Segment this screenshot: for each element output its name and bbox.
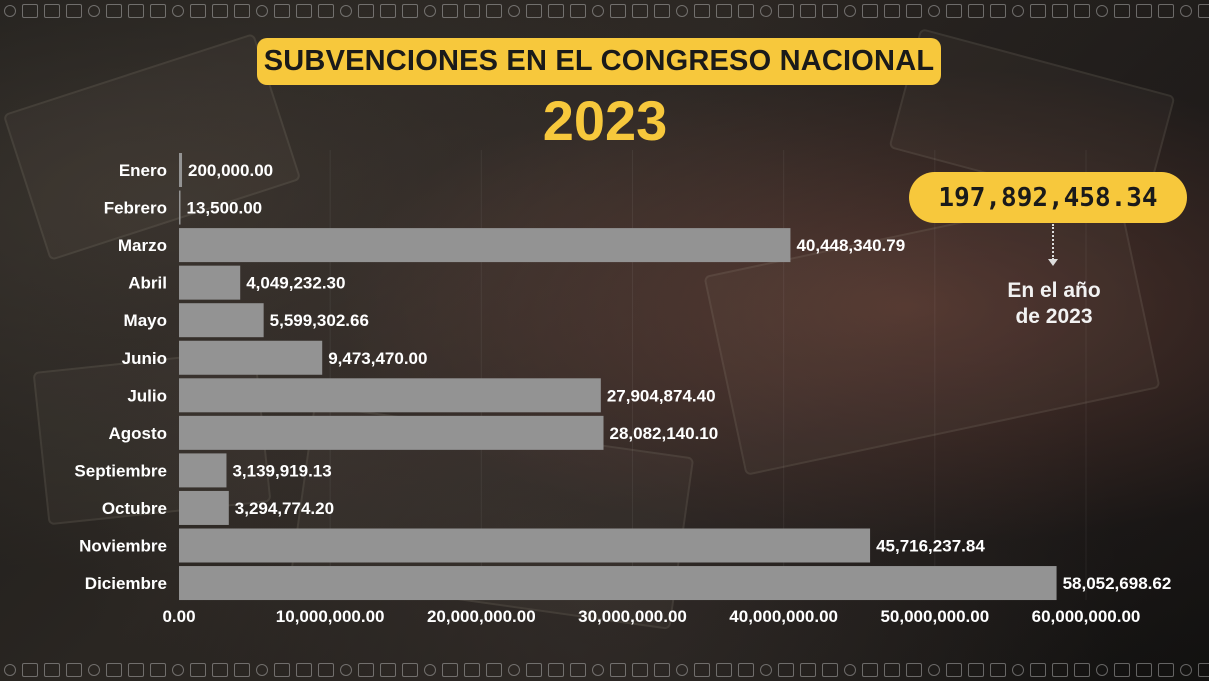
chart-subtitle-year: 2023 xyxy=(542,89,668,152)
tick-label: 30,000,000.00 xyxy=(578,607,687,626)
total-caption-line2: de 2023 xyxy=(1015,305,1093,328)
total-value: 197,892,458.34 xyxy=(938,182,1158,213)
category-label: Marzo xyxy=(118,236,167,255)
chart-title: SUBVENCIONES EN EL CONGRESO NACIONAL xyxy=(263,45,935,77)
value-label: 5,599,302.66 xyxy=(270,311,369,330)
bar-junio xyxy=(179,340,323,375)
top-pattern-border xyxy=(0,0,1209,22)
tick-label: 20,000,000.00 xyxy=(427,607,536,626)
bar-diciembre xyxy=(179,566,1057,601)
category-label: Octubre xyxy=(102,499,167,518)
category-label: Diciembre xyxy=(85,574,167,593)
value-label: 13,500.00 xyxy=(187,199,263,218)
bar-julio xyxy=(179,378,601,413)
bar-septiembre xyxy=(179,453,227,488)
value-label: 40,448,340.79 xyxy=(796,236,905,255)
category-label: Julio xyxy=(127,386,167,405)
category-label: Enero xyxy=(119,161,167,180)
value-label: 58,052,698.62 xyxy=(1063,574,1172,593)
bar-agosto xyxy=(179,415,604,450)
value-label: 4,049,232.30 xyxy=(246,274,345,293)
category-label: Mayo xyxy=(124,311,167,330)
bar-mayo xyxy=(179,303,264,338)
value-label: 45,716,237.84 xyxy=(876,537,985,556)
category-label: Agosto xyxy=(108,424,167,443)
category-label: Abril xyxy=(128,274,167,293)
value-label: 200,000.00 xyxy=(188,161,273,180)
tick-label: 0.00 xyxy=(162,607,195,626)
value-label: 27,904,874.40 xyxy=(607,386,716,405)
tick-label: 10,000,000.00 xyxy=(276,607,385,626)
bar-marzo xyxy=(179,228,791,263)
value-label: 9,473,470.00 xyxy=(328,349,427,368)
total-badge: 197,892,458.34 xyxy=(909,172,1187,223)
tick-label: 40,000,000.00 xyxy=(729,607,838,626)
bar-febrero xyxy=(179,190,181,225)
bottom-pattern-border xyxy=(0,659,1209,681)
category-label: Febrero xyxy=(104,199,167,218)
arrow-down-icon xyxy=(1048,259,1058,266)
dotted-arrow-line xyxy=(1052,224,1056,260)
value-label: 3,294,774.20 xyxy=(235,499,334,518)
tick-label: 50,000,000.00 xyxy=(880,607,989,626)
value-label: 28,082,140.10 xyxy=(610,424,719,443)
bar-noviembre xyxy=(179,528,871,563)
category-label: Noviembre xyxy=(79,537,167,556)
total-caption-line1: En el año xyxy=(1007,279,1101,302)
value-label: 3,139,919.13 xyxy=(232,461,331,480)
bar-octubre xyxy=(179,490,229,525)
title-banner: SUBVENCIONES EN EL CONGRESO NACIONAL xyxy=(257,38,941,85)
bar-abril xyxy=(179,265,241,300)
tick-label: 60,000,000.00 xyxy=(1032,607,1141,626)
category-label: Junio xyxy=(122,349,167,368)
category-label: Septiembre xyxy=(74,461,167,480)
bar-enero xyxy=(179,153,183,187)
total-caption: En el año de 2023 xyxy=(978,278,1130,330)
